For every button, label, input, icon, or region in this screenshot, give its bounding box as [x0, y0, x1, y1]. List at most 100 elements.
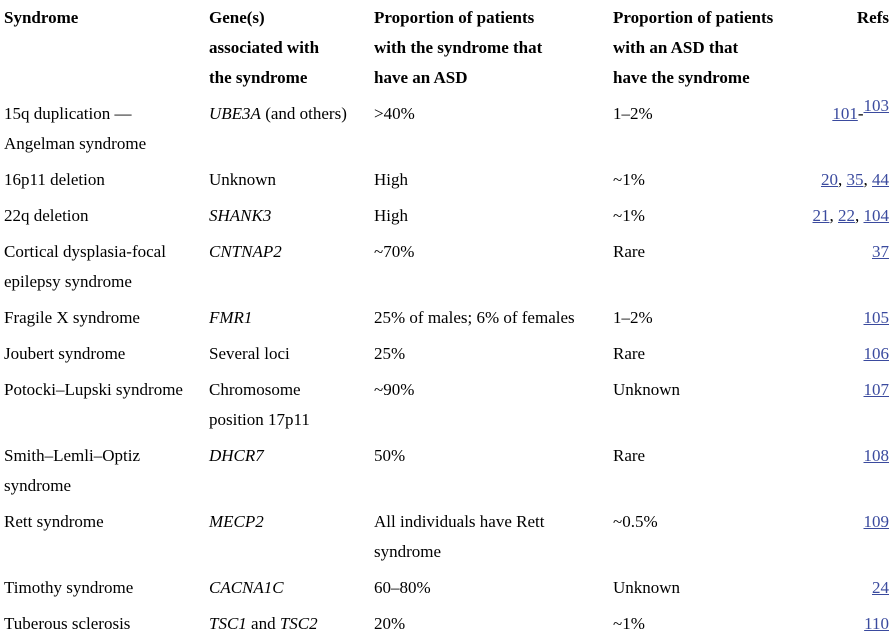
cell-line: ~0.5%	[613, 507, 799, 537]
table-row: Joubert syndrome Several loci 25% Rare 106	[0, 336, 894, 372]
header-line: with the syndrome that	[374, 38, 543, 57]
header-line: have an ASD	[374, 68, 468, 87]
cell-text: ,	[855, 206, 864, 225]
cell-line: ~1%	[613, 609, 799, 637]
cell-refs: 107	[799, 372, 894, 438]
cell-line: 50%	[374, 441, 613, 471]
cell-line: syndrome	[4, 471, 209, 501]
ref-link[interactable]: 110	[864, 614, 889, 633]
cell-text: Rare	[613, 344, 646, 363]
cell-refs: 109	[799, 504, 894, 570]
ref-link[interactable]: 104	[863, 206, 890, 225]
cell-prop-asd-have-syndrome: Rare	[613, 336, 799, 372]
ref-link[interactable]: 21	[812, 206, 830, 225]
header-line: Proportion of patients	[374, 8, 535, 27]
table-row: Tuberous sclerosis TSC1 and TSC2 20% ~1% 110	[0, 606, 894, 637]
cell-prop-syndrome-have-asd: High	[374, 162, 613, 198]
cell-line: 101-103	[799, 96, 890, 129]
cell-text: Timothy syndrome	[4, 578, 134, 597]
cell-syndrome: Tuberous sclerosis	[0, 606, 209, 637]
header-line: Refs	[856, 8, 889, 27]
cell-syndrome: 22q deletion	[0, 198, 209, 234]
cell-text: ~1%	[613, 170, 645, 189]
ref-link[interactable]: 103	[863, 96, 890, 115]
cell-line: 1–2%	[613, 303, 799, 333]
cell-text: ,	[829, 206, 838, 225]
column-header-refs: Refs	[799, 0, 894, 96]
header-line: Proportion of patients	[613, 8, 774, 27]
cell-line: ~70%	[374, 237, 613, 267]
cell-line: TSC1 and TSC2	[209, 609, 374, 637]
cell-genes: Chromosome position 17p11	[209, 372, 374, 438]
cell-prop-asd-have-syndrome: 1–2%	[613, 300, 799, 336]
cell-refs: 106	[799, 336, 894, 372]
cell-line: Angelman syndrome	[4, 129, 209, 159]
ref-link[interactable]: 35	[846, 170, 864, 189]
cell-line: Cortical dysplasia-focal	[4, 237, 209, 267]
cell-text: ~90%	[374, 380, 415, 399]
cell-line: Rare	[613, 441, 799, 471]
cell-prop-syndrome-have-asd: High	[374, 198, 613, 234]
table-row: Fragile X syndrome FMR1 25% of males; 6% o…	[0, 300, 894, 336]
cell-syndrome: Joubert syndrome	[0, 336, 209, 372]
cell-text: Several loci	[209, 344, 290, 363]
table-body: 15q duplication — Angelman syndrome UBE3A …	[0, 96, 894, 637]
ref-link[interactable]: 106	[863, 344, 890, 363]
cell-syndrome: Smith–Lemli–Optiz syndrome	[0, 438, 209, 504]
cell-text: High	[374, 170, 408, 189]
column-header-prop-asd-have-syndrome: Proportion of patients with an ASD that ha…	[613, 0, 799, 96]
table-row: Timothy syndrome CACNA1C 60–80% Unknown 24	[0, 570, 894, 606]
cell-genes: Several loci	[209, 336, 374, 372]
cell-line: 1–2%	[613, 99, 799, 129]
cell-genes: FMR1	[209, 300, 374, 336]
cell-line: DHCR7	[209, 441, 374, 471]
cell-line: Unknown	[613, 375, 799, 405]
cell-prop-syndrome-have-asd: All individuals have Rett syndrome	[374, 504, 613, 570]
cell-prop-asd-have-syndrome: Rare	[613, 438, 799, 504]
ref-link[interactable]: 109	[863, 512, 890, 531]
cell-prop-asd-have-syndrome: Rare	[613, 234, 799, 300]
cell-prop-asd-have-syndrome: 1–2%	[613, 96, 799, 162]
ref-link[interactable]: 108	[863, 446, 890, 465]
cell-line: 24	[799, 573, 889, 603]
cell-line: epilepsy syndrome	[4, 267, 209, 297]
cell-genes: CNTNAP2	[209, 234, 374, 300]
cell-prop-asd-have-syndrome: ~1%	[613, 198, 799, 234]
cell-line: 25%	[374, 339, 613, 369]
cell-prop-syndrome-have-asd: 25% of males; 6% of females	[374, 300, 613, 336]
cell-text: High	[374, 206, 408, 225]
cell-text: ~1%	[613, 614, 645, 633]
cell-line: 20, 35, 44	[799, 165, 889, 195]
table-row: 22q deletion SHANK3 High ~1% 21, 22, 104	[0, 198, 894, 234]
gene-name: CNTNAP2	[209, 242, 282, 261]
cell-text: Rare	[613, 446, 646, 465]
cell-prop-syndrome-have-asd: 60–80%	[374, 570, 613, 606]
cell-text: 1–2%	[613, 104, 653, 123]
ref-link[interactable]: 105	[863, 308, 890, 327]
cell-line: >40%	[374, 99, 613, 129]
cell-text: 25%	[374, 344, 406, 363]
cell-prop-asd-have-syndrome: ~0.5%	[613, 504, 799, 570]
cell-text: 15q duplication —	[4, 104, 132, 123]
cell-text: Unknown	[613, 380, 681, 399]
cell-line: 107	[799, 375, 890, 405]
ref-link[interactable]: 24	[872, 578, 889, 597]
cell-text: Potocki–Lupski syndrome	[4, 380, 183, 399]
ref-link[interactable]: 20	[821, 170, 838, 189]
ref-link[interactable]: 44	[872, 170, 889, 189]
cell-text: -	[857, 104, 864, 123]
ref-link[interactable]: 37	[872, 242, 889, 261]
cell-syndrome: 15q duplication — Angelman syndrome	[0, 96, 209, 162]
cell-genes: SHANK3	[209, 198, 374, 234]
ref-link[interactable]: 101	[832, 104, 858, 123]
cell-text: Joubert syndrome	[4, 344, 126, 363]
cell-text: syndrome	[4, 476, 72, 495]
cell-text: ~0.5%	[613, 512, 658, 531]
ref-link[interactable]: 107	[863, 380, 890, 399]
ref-link[interactable]: 22	[838, 206, 855, 225]
cell-line: Unknown	[209, 165, 374, 195]
table-row: Rett syndrome MECP2 All individuals have R…	[0, 504, 894, 570]
cell-line: ~90%	[374, 375, 613, 405]
cell-text: Unknown	[613, 578, 681, 597]
